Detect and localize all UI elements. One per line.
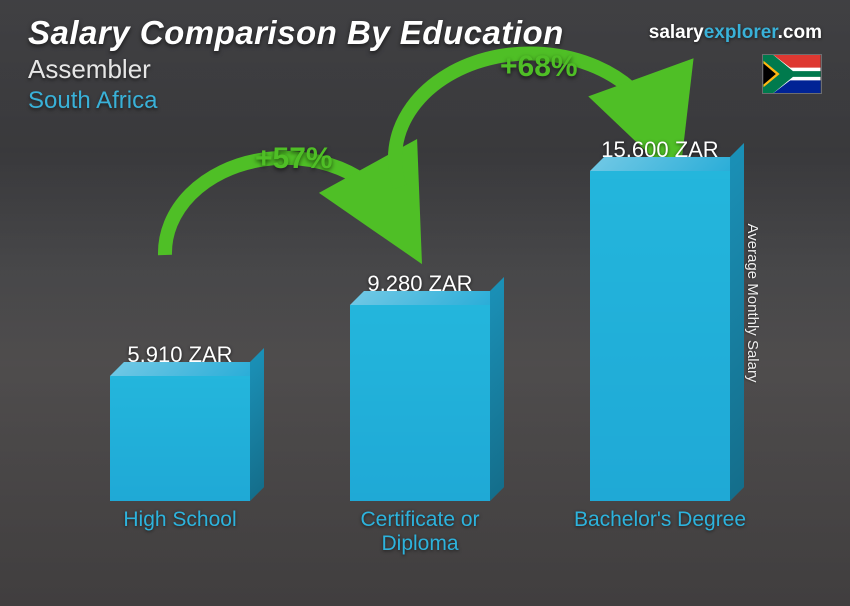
bar-2 xyxy=(350,305,490,501)
x-label-2: Certificate or Diploma xyxy=(320,508,520,556)
x-label-1: High School xyxy=(80,508,280,556)
x-label-3: Bachelor's Degree xyxy=(560,508,760,556)
bar-1 xyxy=(110,376,250,501)
brand-label: salaryexplorer.com xyxy=(649,22,822,44)
increase-pct-2: +68% xyxy=(500,50,578,84)
x-labels: High School Certificate or Diploma Bache… xyxy=(60,508,780,556)
bar-group-2: 9,280 ZAR xyxy=(340,271,500,501)
bar-group-3: 15,600 ZAR xyxy=(580,137,740,501)
chart-area: +57% +68% 5,910 ZAR 9,280 ZAR 15,60 xyxy=(60,130,780,576)
bar-3 xyxy=(590,171,730,501)
chart-subtitle-country: South Africa xyxy=(28,87,564,115)
chart-subtitle-role: Assembler xyxy=(28,54,564,85)
chart-title: Salary Comparison By Education xyxy=(28,14,564,52)
flag-icon xyxy=(762,54,822,94)
brand-part-2: explorer xyxy=(704,22,778,43)
brand-part-3: .com xyxy=(778,22,822,43)
bars-container: 5,910 ZAR 9,280 ZAR 15,600 ZAR xyxy=(60,121,780,501)
brand-part-1: salary xyxy=(649,22,704,43)
header-block: Salary Comparison By Education Assembler… xyxy=(28,14,564,115)
bar-group-1: 5,910 ZAR xyxy=(100,342,260,501)
